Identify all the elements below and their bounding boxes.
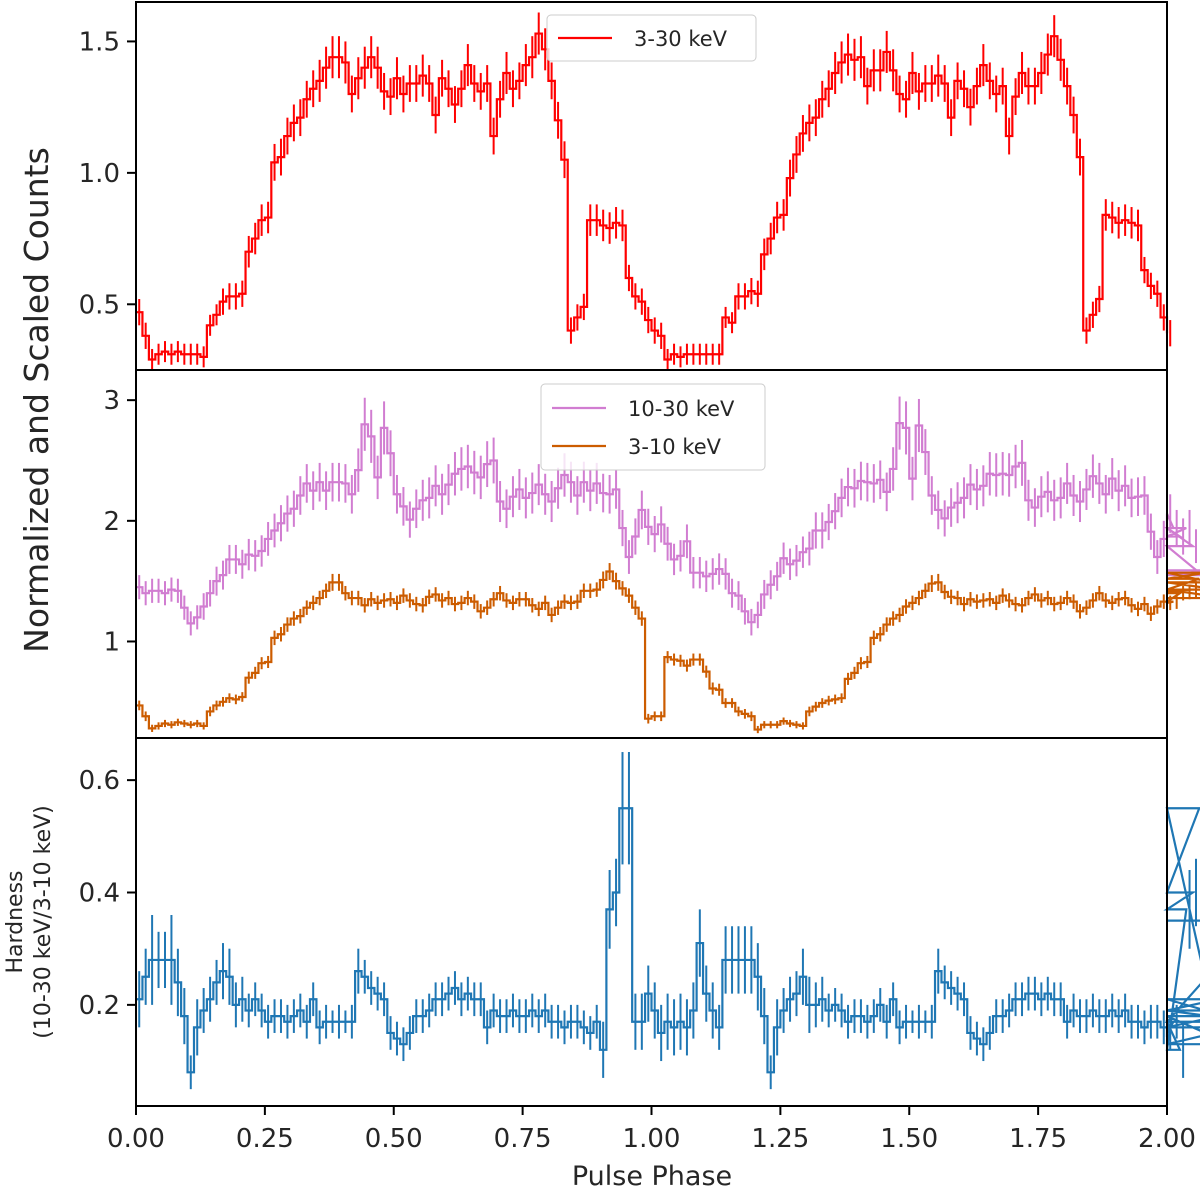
y-tick-label: 1 (103, 627, 120, 657)
x-tick-label: 1.75 (1009, 1124, 1067, 1154)
legend-label-3-30kev: 3-30 keV (634, 27, 728, 51)
y-tick-label: 3 (103, 386, 120, 416)
y-tick-label: 1.0 (79, 159, 120, 189)
legend-box (546, 14, 757, 62)
y-axis-label-shared: Normalized and Scaled Counts (17, 147, 56, 653)
x-axis-label: Pulse Phase (572, 1161, 732, 1189)
panel-energy-bands: 1 2 3 10-30 keV 3-10 keV (103, 369, 1200, 739)
y-tick-label: 0.6 (79, 766, 120, 796)
legend-panel-2: 10-30 keV 3-10 keV (540, 383, 766, 471)
y-axis-label-hardness-line2: (10-30 keV/3-10 keV) (31, 805, 56, 1039)
legend-label-3-10kev: 3-10 keV (628, 435, 722, 459)
x-tick-label: 1.00 (623, 1124, 681, 1154)
legend-panel-1: 3-30 keV (546, 14, 757, 62)
x-tick-label: 0.00 (107, 1124, 165, 1154)
legend-box (540, 383, 766, 471)
panel-hardness: 0.2 0.4 0.6 (79, 737, 1200, 1107)
x-tick-label: 2.00 (1138, 1124, 1196, 1154)
y-axis-label-hardness-line1: Hardness (3, 870, 28, 973)
x-tick-label: 1.50 (880, 1124, 938, 1154)
series-group-hardness (136, 752, 1200, 1090)
x-tick-label: 1.25 (751, 1124, 809, 1154)
y-tick-label: 0.5 (79, 290, 120, 320)
y-tick-label: 0.2 (79, 991, 120, 1021)
y-ticks-panel-3: 0.2 0.4 0.6 (79, 766, 136, 1021)
series-line-10-30-kev (136, 421, 1200, 625)
y-ticks-panel-1: 0.5 1.0 1.5 (79, 27, 136, 320)
x-tick-label: 0.50 (365, 1124, 423, 1154)
series-line-3-10-kev (136, 570, 1200, 731)
y-tick-label: 2 (103, 507, 120, 537)
y-tick-label: 1.5 (79, 27, 120, 57)
series-group-3-30kev (136, 12, 1172, 370)
y-tick-label: 0.4 (79, 879, 120, 909)
series-line-hardness (136, 807, 1200, 1074)
y-ticks-panel-2: 1 2 3 (103, 386, 136, 657)
x-tick-label: 0.25 (236, 1124, 294, 1154)
x-axis-ticks: 0.00 0.25 0.50 0.75 1.00 1.25 1.50 1.75 2.00 (107, 1106, 1196, 1154)
x-tick-label: 0.75 (494, 1124, 552, 1154)
legend-label-10-30kev: 10-30 keV (628, 397, 735, 421)
